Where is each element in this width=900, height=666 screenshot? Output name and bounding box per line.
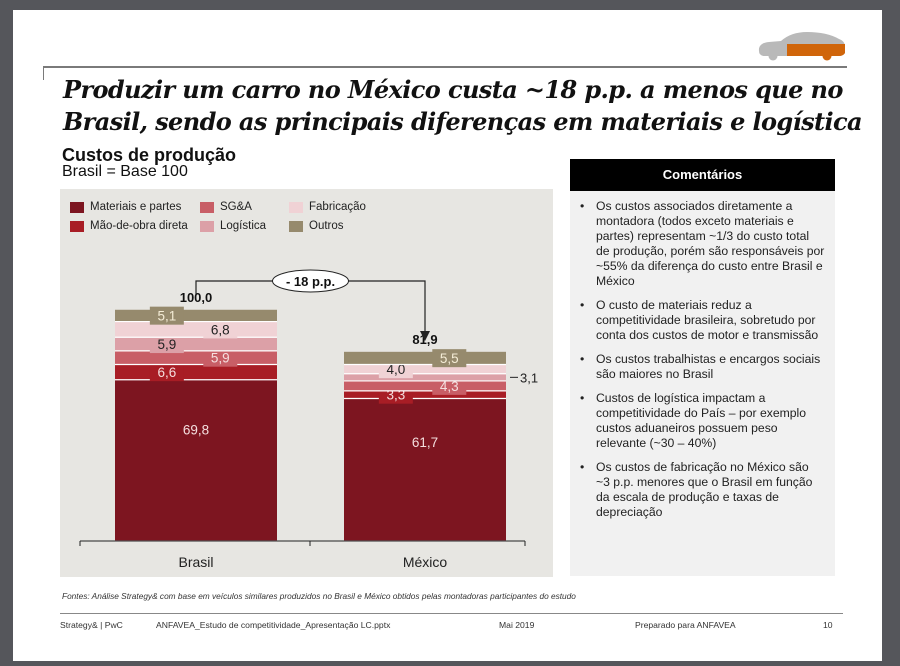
data-label: 5,9: [211, 351, 230, 366]
data-label-bg: [149, 306, 184, 325]
legend-label: Mão-de-obra direta: [90, 220, 188, 232]
source-note: Fontes: Análise Strategy& com base em ve…: [62, 591, 576, 601]
legend-label: Fabricação: [309, 201, 366, 213]
data-label: 6,8: [211, 322, 230, 337]
footer-prepared: Preparado para ANFAVEA: [635, 620, 736, 630]
comment-item: Custos de logística impactam a competiti…: [580, 391, 825, 451]
slide-title: Produzir um carro no México custa ~18 p.…: [63, 75, 863, 136]
bar-segment-méxico-3: [344, 373, 506, 381]
footer-page-number: 10: [823, 620, 833, 630]
comment-item: Os custos associados diretamente a monta…: [580, 199, 825, 289]
data-label: 61,7: [412, 435, 438, 450]
category-label: México: [403, 554, 448, 570]
bar-segment-méxico-1: [344, 390, 506, 399]
legend-swatch: [200, 220, 214, 232]
difference-label: - 18 p.p.: [286, 274, 335, 289]
chart-heading: Custos de produção: [62, 145, 237, 165]
title-rule: [43, 66, 847, 68]
legend-item-logistica: Logística: [200, 220, 266, 232]
chart-panel: Materiais e partes Mão-de-obra direta SG…: [60, 189, 553, 577]
bar-segment-brasil-1: [115, 364, 277, 380]
footer-rule: [60, 613, 843, 614]
data-label-bg: [149, 363, 184, 382]
legend-swatch: [289, 201, 303, 213]
legend-label: Materiais e partes: [90, 201, 182, 213]
chart-subheading: Brasil = Base 100: [62, 163, 188, 180]
legend-item-fabricacao: Fabricação: [289, 201, 366, 213]
data-label: 5,1: [157, 309, 176, 324]
legend-item-mao-de-obra: Mão-de-obra direta: [70, 220, 188, 232]
bar-segment-méxico-0: [344, 398, 506, 541]
comments-header: Comentários: [570, 159, 835, 191]
comment-item: Os custos trabalhistas e encargos sociai…: [580, 352, 825, 382]
legend-label: Outros: [309, 220, 344, 232]
legend-item-materiais: Materiais e partes: [70, 201, 181, 213]
legend-item-outros: Outros: [289, 220, 344, 232]
bar-segment-méxico-2: [344, 380, 506, 391]
legend-swatch: [289, 220, 303, 232]
data-label: 3,1: [520, 370, 538, 385]
data-label-bg: [432, 349, 467, 368]
slide-page: Produzir um carro no México custa ~18 p.…: [13, 10, 882, 661]
bar-segment-brasil-4: [115, 321, 277, 338]
bar-segment-brasil-5: [115, 309, 277, 322]
data-label-bg: [149, 335, 184, 354]
data-label-bg: [203, 320, 238, 339]
comment-item: O custo de materiais reduz a competitivi…: [580, 298, 825, 343]
data-label-bg: [203, 348, 238, 367]
data-label: 5,5: [440, 351, 459, 366]
data-label: 4,3: [440, 379, 459, 394]
bar-segment-brasil-0: [115, 379, 277, 541]
footer-filename: ANFAVEA_Estudo de competitividade_Aprese…: [156, 620, 391, 630]
legend-swatch: [200, 201, 214, 213]
category-label: Brasil: [178, 554, 213, 570]
difference-badge: [272, 269, 349, 293]
stacked-bar-chart: 69,86,65,95,96,85,1100,0Brasil61,73,34,3…: [79, 269, 538, 570]
bar-segment-méxico-4: [344, 364, 506, 374]
car-icon: [758, 32, 845, 61]
comment-item: Os custos de fabricação no México são ~3…: [580, 460, 825, 520]
bar-segment-brasil-2: [115, 350, 277, 365]
bar-segment-brasil-3: [115, 337, 277, 351]
data-label: 4,0: [386, 362, 405, 377]
comments-list: Os custos associados diretamente a monta…: [570, 191, 835, 520]
legend-item-sga: SG&A: [200, 201, 252, 213]
data-label: 5,9: [157, 337, 176, 352]
title-tick: [43, 66, 44, 80]
total-label-brasil: 100,0: [180, 290, 213, 305]
footer-brand: Strategy& | PwC: [60, 620, 123, 630]
bar-segment-méxico-5: [344, 351, 506, 365]
comments-panel: Comentários Os custos associados diretam…: [570, 159, 835, 576]
legend-swatch: [70, 220, 84, 232]
data-label: 6,6: [157, 365, 176, 380]
data-label: 69,8: [183, 423, 209, 438]
legend-label: SG&A: [220, 201, 252, 213]
legend-label: Logística: [220, 220, 267, 232]
arrow-head-icon: [420, 331, 430, 341]
legend-swatch: [70, 201, 84, 213]
footer-date: Mai 2019: [499, 620, 535, 630]
